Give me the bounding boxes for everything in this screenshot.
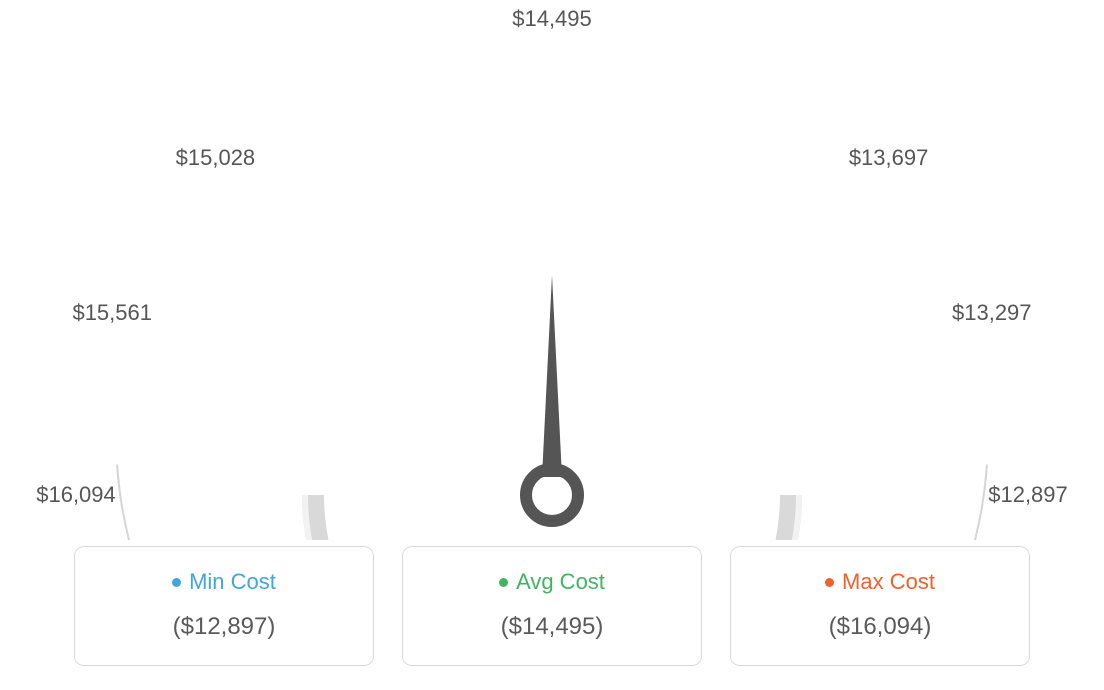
gauge-tick-label: $12,897	[988, 482, 1068, 508]
legend-label-max: Max Cost	[842, 569, 935, 595]
legend-title-min: Min Cost	[172, 569, 276, 595]
legend-value-max: ($16,094)	[741, 613, 1019, 641]
gauge-svg	[0, 0, 1104, 540]
gauge-tick-label: $15,561	[72, 300, 152, 326]
gauge-tick-label: $15,028	[176, 145, 256, 171]
gauge-tick-label: $14,495	[512, 6, 592, 32]
legend-title-avg: Avg Cost	[499, 569, 605, 595]
gauge-tick-label: $16,094	[36, 482, 116, 508]
legend-dot-max	[825, 578, 834, 587]
gauge-chart: $12,897 $13,297 $13,697 $14,495 $15,028 $15,5…	[0, 0, 1104, 540]
legend-title-max: Max Cost	[825, 569, 935, 595]
legend-label-min: Min Cost	[189, 569, 276, 595]
legend-value-min: ($12,897)	[85, 613, 363, 641]
legend-row: Min Cost ($12,897) Avg Cost ($14,495) Ma…	[0, 546, 1104, 666]
legend-dot-min	[172, 578, 181, 587]
gauge-tick-label: $13,697	[849, 145, 929, 171]
legend-card-max: Max Cost ($16,094)	[730, 546, 1030, 666]
legend-card-avg: Avg Cost ($14,495)	[402, 546, 702, 666]
legend-label-avg: Avg Cost	[516, 569, 605, 595]
legend-card-min: Min Cost ($12,897)	[74, 546, 374, 666]
legend-dot-avg	[499, 578, 508, 587]
legend-value-avg: ($14,495)	[413, 613, 691, 641]
gauge-tick-label: $13,297	[952, 300, 1032, 326]
